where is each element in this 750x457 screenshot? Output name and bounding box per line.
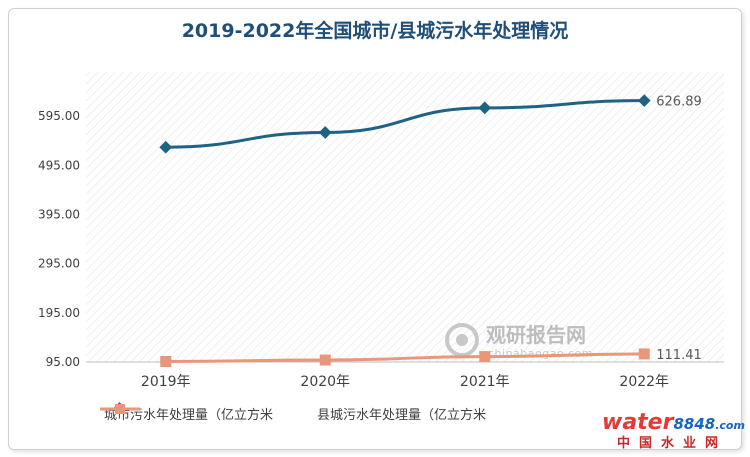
x-tick-label: 2021年 [460,374,510,390]
y-tick-label: 195.00 [38,306,80,320]
watermark-logo-icon [445,323,479,357]
point-marker-square [479,351,491,363]
point-marker-diamond [318,126,332,139]
legend: 城市污水年处理量（亿立方米 县城污水年处理量（亿立方米 [100,402,526,424]
point-marker-diamond [478,101,492,115]
x-tick-label: 2019年 [141,374,191,390]
y-tick-label: 295.00 [38,257,80,271]
corner-watermark-brand: water8848.com [602,410,745,435]
series-line-1 [165,352,645,364]
x-tick-label: 2020年 [300,374,350,390]
y-tick-label: 495.00 [38,158,80,172]
point-marker-square [160,356,172,368]
chart-title: 2019-2022年全国城市/县城污水年处理情况 [181,20,569,42]
corner-brand-8848: 8848 [673,415,716,433]
watermark-brand: 观研报告网 [486,323,586,347]
corner-watermark-cn: 中国水业网 [617,436,728,451]
center-watermark: 观研报告网 chinabaogao.com [445,323,593,360]
corner-brand-suffix: .com [715,419,745,432]
data-label: 111.41 [656,348,702,363]
corner-brand-water: water [602,410,674,435]
data-label: 626.89 [656,95,702,110]
y-tick-label: 95.00 [46,355,80,369]
legend-line-square-icon [100,404,140,414]
x-tick-label: 2022年 [619,374,669,390]
point-marker-square [319,354,331,366]
legend-label-city: 城市污水年处理量（亿立方米 [104,407,274,423]
point-marker-diamond [159,140,173,154]
y-tick-label: 595.00 [38,109,80,123]
legend-label-county: 县城污水年处理量（亿立方米 [317,407,487,423]
series-line-0 [165,99,645,149]
y-tick-label: 395.00 [38,208,80,222]
legend-item-county: 县城污水年处理量（亿立方米 [100,404,487,423]
point-marker-square [638,348,650,360]
plot-area [86,72,724,362]
